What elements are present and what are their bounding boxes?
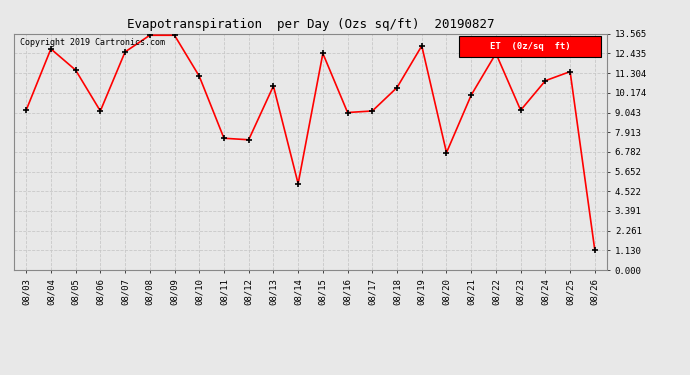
FancyBboxPatch shape <box>459 36 601 57</box>
Title: Evapotranspiration  per Day (Ozs sq/ft)  20190827: Evapotranspiration per Day (Ozs sq/ft) 2… <box>127 18 494 31</box>
Text: Copyright 2019 Cartronics.com: Copyright 2019 Cartronics.com <box>20 39 165 48</box>
Text: ET  (0z/sq  ft): ET (0z/sq ft) <box>490 42 571 51</box>
